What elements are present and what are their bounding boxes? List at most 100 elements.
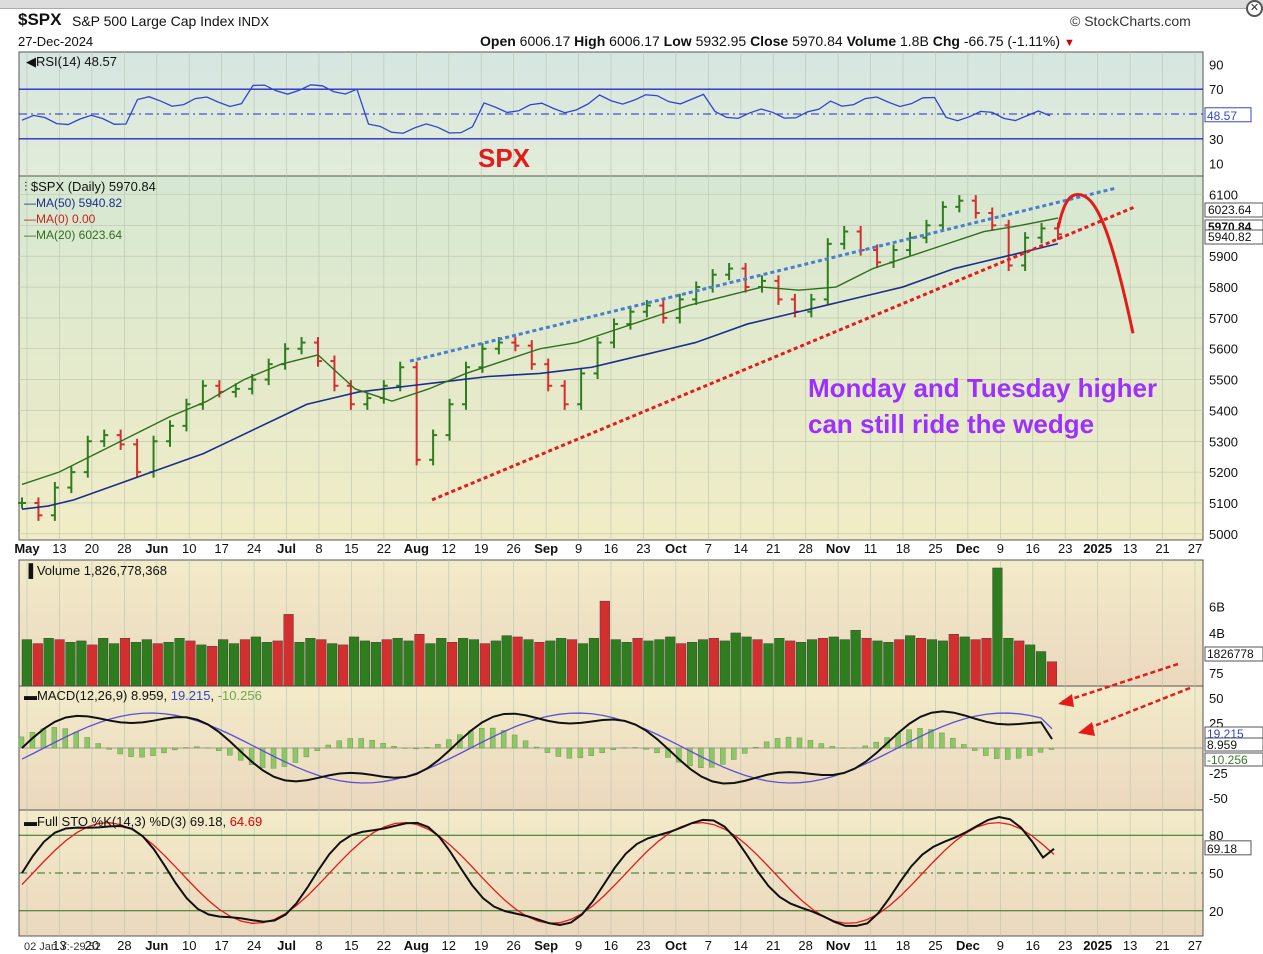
macd-hist-bar — [785, 736, 792, 749]
volume-bar — [970, 639, 981, 687]
volume-bar — [119, 638, 131, 687]
macd-hist-bar — [281, 747, 288, 767]
macd-hist-bar — [1026, 747, 1033, 756]
x-tick-label-bottom: 18 — [896, 938, 910, 953]
volume-bar — [883, 642, 894, 687]
macd-hist-bar — [314, 747, 321, 751]
volume-bar — [545, 640, 556, 687]
x-tick-label-bottom: 20 — [85, 938, 99, 953]
open-value: 6006.17 — [519, 33, 571, 49]
x-tick-label: Jul — [277, 541, 296, 556]
macd-hist-bar — [106, 747, 112, 750]
price-legend-spx: $SPX (Daily) 5970.84 — [31, 179, 156, 194]
volume-bar — [174, 638, 185, 687]
x-tick-label: 7 — [705, 541, 712, 556]
volume-bar — [1035, 651, 1047, 687]
price-series — [18, 186, 1136, 521]
high-value: 6006.17 — [609, 33, 660, 49]
x-tick-label-bottom: 22 — [377, 938, 391, 953]
macd-hist-bar — [709, 747, 715, 768]
macd-hist-bar — [150, 747, 156, 756]
x-tick-label-bottom: 25 — [928, 938, 942, 953]
note-line-1: Monday and Tuesday higher — [808, 373, 1157, 403]
x-tick-label: 26 — [506, 541, 520, 556]
note-line-2: can still ride the wedge — [808, 409, 1094, 439]
macd-hist-bar — [906, 729, 912, 749]
volume-bar — [1025, 644, 1036, 687]
rsi-y-tick: 90 — [1209, 57, 1223, 72]
macd-hist-bar — [1004, 747, 1011, 760]
volume-bar — [687, 642, 698, 687]
sto-title: ▬Full STO %K(14,3) %D(3) 69.18, 64.69 — [24, 814, 262, 829]
macd-hist-bar — [818, 743, 825, 749]
x-tick-label-bottom: 19 — [474, 938, 488, 953]
close-icon[interactable]: ✕ — [1246, 0, 1263, 17]
macd-hist-bar — [1037, 747, 1044, 753]
volume-series — [21, 567, 1057, 687]
x-tick-label: 8 — [315, 541, 322, 556]
volume-bar — [327, 643, 338, 687]
macd-hist-bar — [511, 734, 518, 749]
volume-bar — [730, 632, 741, 687]
price-legend-3: —MA(0) 0.00 — [24, 212, 96, 226]
macd-hist-bar — [435, 743, 441, 749]
brand-logo[interactable]: © StockCharts.com — [1070, 13, 1191, 29]
macd-hist-bar — [194, 746, 200, 749]
price-y-tick: 5300 — [1209, 434, 1238, 449]
volume-bar — [283, 614, 294, 687]
volume-bar — [741, 636, 752, 687]
close-label: Close — [750, 33, 789, 49]
x-tick-label-bottom: 11 — [864, 938, 878, 953]
volume-bar — [152, 643, 163, 687]
x-tick-label-bottom: 16 — [604, 938, 618, 953]
x-tick-label: 28 — [117, 541, 131, 556]
macd-hist-bar — [413, 747, 419, 750]
axis-labels: May 13 13 20 20 28 28 Jun Jun 10 10 17 17 24 24 Jul Jul 8… — [14, 57, 1263, 953]
volume-bar — [872, 640, 883, 687]
rsi-y-tick: 30 — [1209, 132, 1223, 147]
x-tick-label: 21 — [766, 541, 780, 556]
x-tick-label-bottom: 9 — [575, 938, 582, 953]
down-triangle-icon: ▼ — [1063, 37, 1075, 49]
arrow-head-1 — [1058, 694, 1074, 707]
macd-hist-bar — [544, 747, 551, 753]
x-tick-label: Jun — [145, 541, 168, 556]
volume-bar — [861, 638, 872, 687]
sto-k-value: 69.18 — [190, 814, 223, 829]
price-legend-ma20: MA(20) 6023.64 — [36, 228, 122, 242]
x-tick-label-bottom: 21 — [766, 938, 780, 953]
x-tick-label: 16 — [1026, 541, 1040, 556]
volume-bar — [1046, 661, 1057, 687]
macd-hist-bar — [139, 747, 145, 758]
volume-bar — [523, 639, 534, 687]
volume-bar — [447, 642, 458, 687]
macd-hist-bar — [972, 747, 978, 751]
volume-bar — [1014, 640, 1025, 687]
rsi-line — [21, 84, 1051, 134]
macd-hist-bar — [270, 747, 277, 769]
x-tick-label: 18 — [896, 541, 910, 556]
window-top-bar — [0, 0, 1263, 9]
macd-hist-bar — [741, 747, 748, 754]
volume-bar — [828, 636, 839, 687]
x-tick-label-bottom: 10 — [182, 938, 196, 953]
x-tick-label: 17 — [214, 541, 228, 556]
ohlc-bar: Open 6006.17 High 6006.17 Low 5932.95 Cl… — [480, 33, 1075, 49]
sto-y-tick: 20 — [1209, 904, 1223, 919]
macd-hist-bar — [720, 747, 726, 765]
volume-bar — [490, 640, 501, 687]
macd-hist-bar — [555, 747, 562, 757]
macd-hist-bar — [807, 740, 814, 749]
volume-bar — [512, 636, 523, 687]
x-tick-label-bottom: 23 — [1058, 938, 1072, 953]
macd-hist-bar — [51, 727, 58, 749]
volume-bar — [261, 642, 272, 687]
macd-hist-bar — [961, 744, 967, 749]
symbol: $SPX — [18, 10, 62, 29]
macd-hist-bar — [18, 736, 25, 749]
macd-hist-bar — [676, 747, 682, 763]
macd-hist-bar — [325, 744, 332, 749]
macd-last-tag-text: -10.256 — [1207, 753, 1248, 767]
macd-hist-bar — [796, 737, 803, 749]
volume-bar — [501, 635, 512, 687]
